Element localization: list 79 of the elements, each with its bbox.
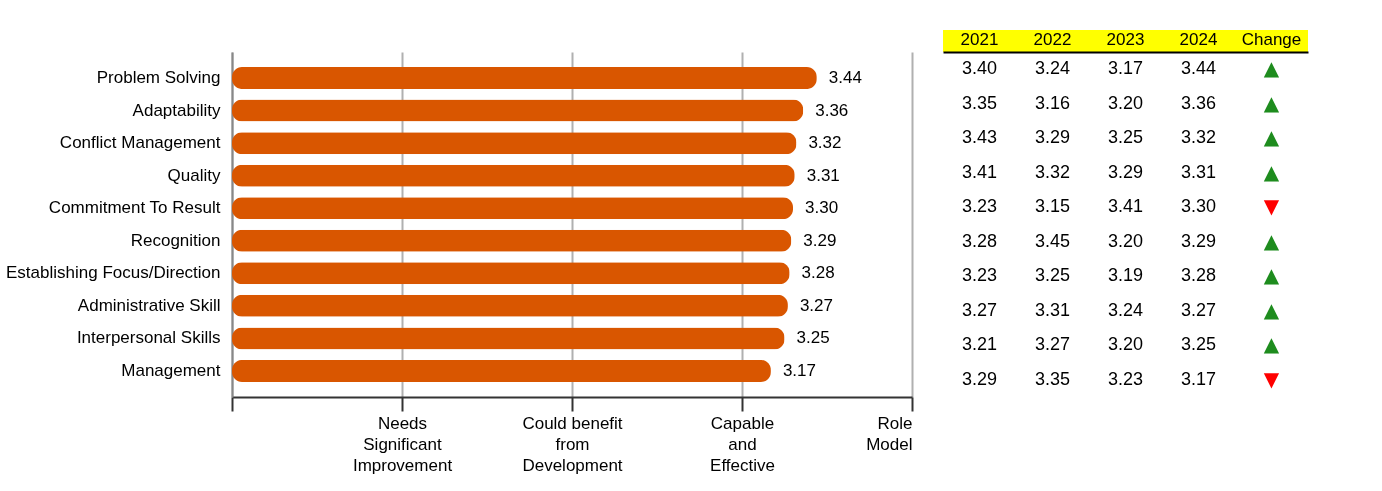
text: ▼ [1263, 194, 1280, 219]
data-label: 3.28 [801, 263, 835, 283]
data-label: 3.28 [961, 230, 998, 251]
data-label: 3.20 [1107, 230, 1144, 251]
x-tick-label: 2024 [1179, 29, 1218, 49]
data-label: 3.32 [1034, 161, 1071, 182]
data-label: 3.32 [1180, 127, 1217, 148]
y-tick-label: Establishing Focus/Direction [6, 263, 221, 283]
data-label: 3.30 [805, 198, 839, 218]
data-label: 3.27 [1034, 334, 1071, 355]
text: ▲ [1263, 159, 1280, 184]
text: ▲ [1263, 332, 1280, 357]
data-label: 3.20 [1107, 334, 1144, 355]
y-tick-label: Problem Solving [96, 68, 221, 88]
text: ▲ [1263, 56, 1280, 81]
data-label: 3.27 [1180, 299, 1217, 320]
data-label: 3.23 [961, 196, 998, 217]
data-label: 3.36 [815, 100, 849, 120]
text: ▲ [1263, 90, 1280, 115]
data-label: 3.36 [1180, 92, 1217, 113]
y-tick-label: Adaptability [132, 100, 221, 120]
y-tick-label: Administrative Skill [77, 295, 221, 315]
data-label: 3.43 [961, 127, 998, 148]
text: ▲ [1263, 228, 1280, 253]
y-tick-label: Quality [167, 165, 221, 185]
data-label: 3.15 [1034, 196, 1071, 217]
data-label: 3.17 [782, 360, 816, 380]
data-label: 3.25 [1034, 265, 1071, 286]
data-label: 3.28 [1180, 265, 1217, 286]
data-label: 3.17 [1180, 368, 1217, 389]
x-tick-label: 2023 [1106, 29, 1145, 49]
text: Needs Significant Improvement [352, 413, 453, 475]
data-label: 3.31 [1034, 299, 1071, 320]
data-label: 3.40 [961, 58, 998, 79]
data-label: 3.21 [961, 334, 998, 355]
x-tick-label: 2021 [960, 29, 999, 49]
data-label: 3.25 [1180, 334, 1217, 355]
text: Role Model [866, 413, 913, 454]
data-label: 3.41 [1107, 196, 1144, 217]
y-tick-label: Commitment To Result [48, 198, 221, 218]
data-label: 3.32 [808, 133, 842, 153]
data-label: 3.17 [1107, 58, 1144, 79]
data-label: 3.29 [1034, 127, 1071, 148]
y-tick-label: Management [121, 360, 221, 380]
data-label: 3.35 [1034, 368, 1071, 389]
data-label: 3.44 [1180, 58, 1217, 79]
data-label: 3.16 [1034, 92, 1071, 113]
text: Could benefit from Development [522, 413, 623, 475]
data-label: 3.20 [1107, 92, 1144, 113]
text: ▲ [1263, 297, 1280, 322]
data-label: 3.29 [1107, 161, 1144, 182]
data-label: 3.44 [828, 68, 862, 88]
y-tick-label: Interpersonal Skills [76, 328, 221, 348]
data-label: 3.24 [1107, 299, 1144, 320]
data-label: 3.23 [1107, 368, 1144, 389]
x-tick-label: 2022 [1033, 29, 1072, 49]
data-label: 3.31 [806, 165, 840, 185]
data-label: 3.29 [961, 368, 998, 389]
data-label: 3.41 [961, 161, 998, 182]
data-label: 3.27 [961, 299, 998, 320]
data-label: 3.25 [1107, 127, 1144, 148]
data-label: 3.29 [803, 230, 837, 250]
data-label: 3.35 [961, 92, 998, 113]
y-tick-label: Conflict Management [59, 133, 221, 153]
data-label: 3.19 [1107, 265, 1144, 286]
x-tick-label: Change [1241, 29, 1302, 49]
data-label: 3.45 [1034, 230, 1071, 251]
data-label: 3.31 [1180, 161, 1217, 182]
text: ▲ [1263, 125, 1280, 150]
y-tick-label: Recognition [130, 230, 221, 250]
text: ▲ [1263, 263, 1280, 288]
data-label: 3.30 [1180, 196, 1217, 217]
data-label: 3.23 [961, 265, 998, 286]
data-label: 3.29 [1180, 230, 1217, 251]
text: Capable and Effective [710, 413, 775, 475]
text: ▼ [1263, 366, 1280, 391]
data-label: 3.27 [799, 295, 833, 315]
data-label: 3.25 [796, 328, 830, 348]
data-label: 3.24 [1034, 58, 1071, 79]
